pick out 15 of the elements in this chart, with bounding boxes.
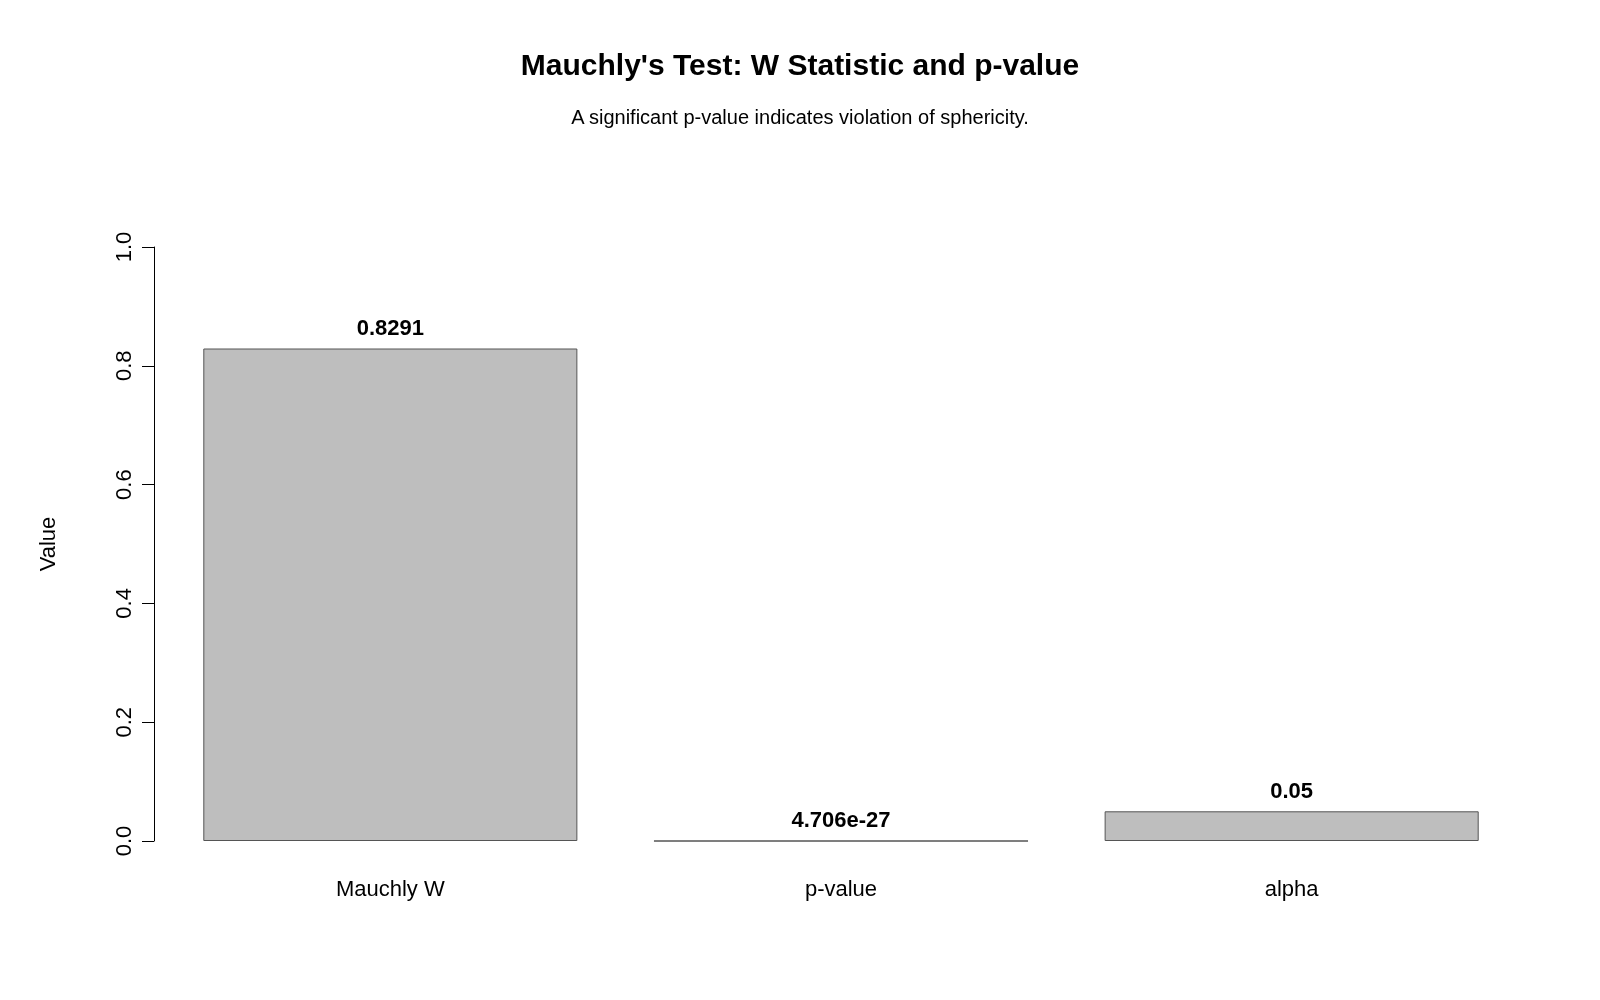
chart-title: Mauchly's Test: W Statistic and p-value <box>520 47 1080 81</box>
y-tick-label: 0.0 <box>110 825 136 857</box>
x-tick-label: Mauchly W <box>335 875 445 901</box>
x-tick-label: p-value <box>804 875 878 901</box>
y-tick-label: 1.0 <box>110 231 136 263</box>
data-label: 4.706e-27 <box>791 807 891 832</box>
y-tick-label: 0.6 <box>110 469 136 500</box>
y-tick-label: 0.2 <box>110 706 136 738</box>
y-tick-label: 0.8 <box>110 350 136 382</box>
y-axis-title: Value <box>34 516 60 572</box>
data-label: 0.8291 <box>356 315 424 341</box>
chart-subtitle: A significant p-value indicates violation of sphericity. <box>571 106 1029 128</box>
x-tick-label: alpha <box>1264 875 1320 901</box>
y-tick-label: 0.4 <box>110 588 136 619</box>
data-label: 0.05 <box>1270 777 1314 803</box>
